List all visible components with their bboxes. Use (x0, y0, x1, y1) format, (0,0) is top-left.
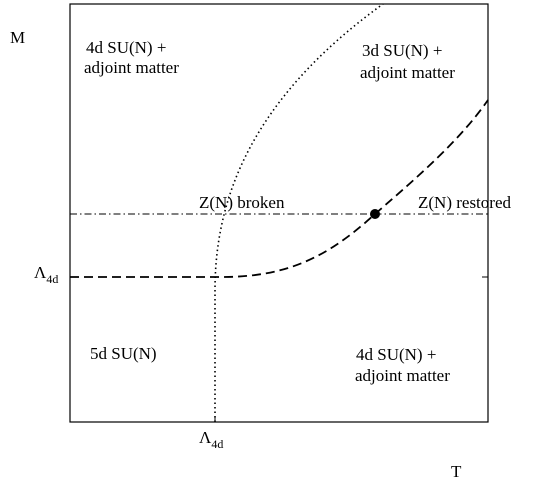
y-tick-symbol: Λ (34, 263, 47, 282)
critical-point (370, 209, 380, 219)
x-tick-subscript: 4d (211, 437, 224, 451)
y-tick-subscript: 4d (46, 272, 59, 286)
region-bottom-left-line1: 5d SU(N) (90, 344, 157, 363)
region-top-left-line1: 4d SU(N) + (86, 38, 167, 57)
region-top-left-line2: adjoint matter (84, 58, 179, 77)
region-top-right-line2: adjoint matter (360, 63, 455, 82)
region-top-right-line1: 3d SU(N) + (362, 41, 443, 60)
x-tick-symbol: Λ (199, 428, 212, 447)
region-bottom-right-line1: 4d SU(N) + (356, 345, 437, 364)
y-tick-label: Λ4d (34, 263, 59, 286)
y-axis-label: M (10, 28, 26, 47)
x-tick-label: Λ4d (199, 428, 224, 451)
plot-frame (69, 3, 489, 423)
region-bottom-right-line2: adjoint matter (355, 366, 450, 385)
zn-broken-label: Z(N) broken (199, 193, 285, 212)
dashed-transition-curve (70, 99, 489, 278)
zn-restored-label: Z(N) restored (418, 193, 511, 212)
x-axis-label: T (451, 462, 462, 481)
